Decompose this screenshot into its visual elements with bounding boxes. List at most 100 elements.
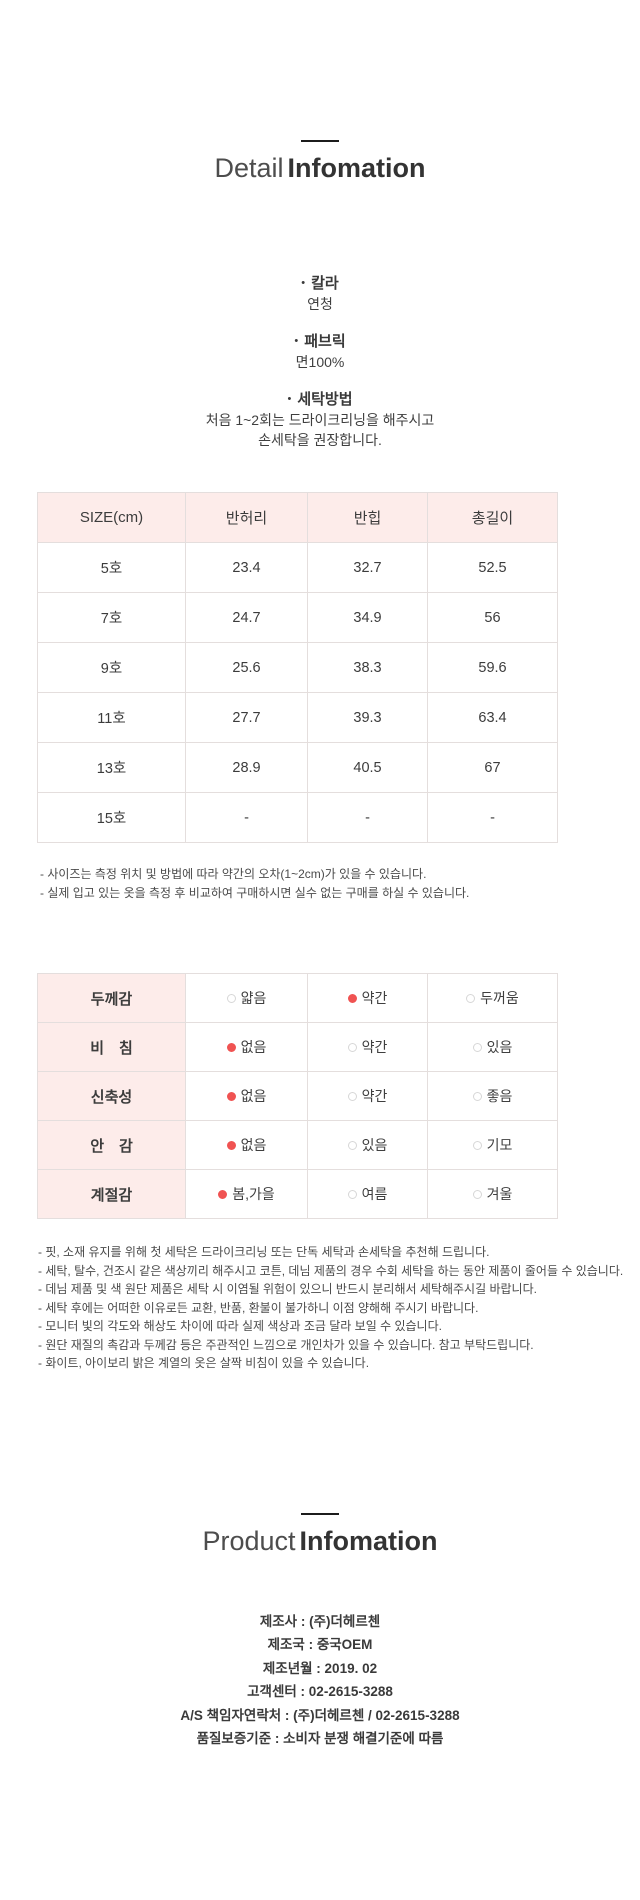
feature-option: 약간 bbox=[307, 1071, 428, 1121]
feature-option: 두꺼움 bbox=[427, 973, 558, 1023]
feature-row-thickness: 두께감 얇음 약간 두꺼움 bbox=[37, 973, 558, 1023]
size-table-header: 반허리 bbox=[185, 492, 308, 543]
feature-row-season: 계절감 봄,가을 여름 겨울 bbox=[37, 1169, 558, 1219]
size-cell: 67 bbox=[427, 742, 558, 793]
feature-option: 있음 bbox=[307, 1120, 428, 1170]
detail-section-title: Detail Infomation bbox=[0, 152, 640, 185]
radio-dot-icon bbox=[226, 994, 236, 1003]
feature-option: 여름 bbox=[307, 1169, 428, 1219]
radio-dot-icon bbox=[226, 1141, 236, 1150]
care-note-line: - 원단 재질의 촉감과 두께감 등은 주관적인 느낌으로 개인차가 있을 수 … bbox=[38, 1337, 534, 1352]
title-word-light: Product bbox=[202, 1525, 296, 1556]
size-note-line: - 실제 입고 있는 옷을 측정 후 비교하여 구매하시면 실수 없는 구매를 … bbox=[40, 886, 470, 900]
feature-option-label: 없음 bbox=[240, 1088, 267, 1104]
spec-value: 처음 1~2회는 드라이크리닝을 해주시고 bbox=[205, 412, 435, 428]
detail-section-divider bbox=[301, 140, 339, 142]
spec-label: • 칼라 bbox=[0, 273, 640, 294]
product-info-line-date: 제조년월 : 2019. 02 bbox=[262, 1660, 378, 1676]
title-word-bold: Infomation bbox=[299, 1525, 438, 1556]
size-cell: 63.4 bbox=[427, 692, 558, 743]
size-cell: 23.4 bbox=[185, 542, 308, 593]
spec-label-text: 세탁방법 bbox=[297, 391, 353, 408]
size-table-header: 반힙 bbox=[307, 492, 428, 543]
spec-label: • 세탁방법 bbox=[0, 389, 640, 410]
feature-option: 얇음 bbox=[185, 973, 308, 1023]
size-cell: 9호 bbox=[37, 642, 186, 693]
feature-option-label: 봄,가을 bbox=[232, 1186, 275, 1202]
spec-value: 손세탁을 권장합니다. bbox=[258, 432, 382, 448]
title-word-light: Detail bbox=[214, 153, 284, 183]
size-notes: - 사이즈는 측정 위치 및 방법에 따라 약간의 오차(1~2cm)가 있을 … bbox=[40, 865, 640, 903]
title-word-bold: Infomation bbox=[287, 153, 426, 183]
feature-option-label: 없음 bbox=[240, 1137, 267, 1153]
size-cell: 11호 bbox=[37, 692, 186, 743]
size-cell: - bbox=[427, 792, 558, 843]
care-notes: - 핏, 소재 유지를 위해 첫 세탁은 드라이크리닝 또는 단독 세탁과 손세… bbox=[38, 1243, 640, 1373]
radio-dot-icon bbox=[347, 1190, 357, 1199]
feature-option: 약간 bbox=[307, 973, 428, 1023]
product-info-line-manufacturer: 제조사 : (주)더헤르첸 bbox=[259, 1613, 381, 1629]
feature-label: 비 침 bbox=[37, 1022, 186, 1072]
feature-option: 약간 bbox=[307, 1022, 428, 1072]
product-info-line-warranty: 품질보증기준 : 소비자 분쟁 해결기준에 따름 bbox=[196, 1731, 444, 1746]
size-cell: 52.5 bbox=[427, 542, 558, 593]
feature-option-label: 좋음 bbox=[486, 1088, 513, 1104]
radio-dot-icon bbox=[347, 1092, 357, 1101]
feature-table: 두께감 얇음 약간 두꺼움 비 침 없음 약간 있음 신축성 없음 약간 좋음 … bbox=[37, 973, 558, 1219]
size-table-header: 총길이 bbox=[427, 492, 558, 543]
size-cell: - bbox=[307, 792, 428, 843]
feature-option: 없음 bbox=[185, 1120, 308, 1170]
feature-row-lining: 안 감 없음 있음 기모 bbox=[37, 1120, 558, 1170]
size-table: SIZE(cm) 반허리 반힙 총길이 5호 23.4 32.7 52.5 7호… bbox=[37, 492, 558, 843]
product-section-title: Product Infomation bbox=[0, 1525, 640, 1558]
spec-list: • 칼라 연청 • 패브릭 면100% • 세탁방법 처음 1~2회는 드라이크리닝을… bbox=[0, 273, 640, 450]
size-cell: 59.6 bbox=[427, 642, 558, 693]
product-info-line-as-contact: A/S 책임자연락처 : (주)더헤르첸 / 02-2615-3288 bbox=[180, 1707, 460, 1723]
size-cell: 7호 bbox=[37, 592, 186, 643]
size-cell: 5호 bbox=[37, 542, 186, 593]
feature-option-label: 약간 bbox=[361, 1039, 388, 1055]
feature-label: 계절감 bbox=[37, 1169, 186, 1219]
radio-dot-icon bbox=[466, 994, 476, 1003]
care-note-line: - 세탁 후에는 어떠한 이유로든 교환, 반품, 환불이 불가하니 이점 양해… bbox=[38, 1300, 479, 1315]
size-table-row: 9호 25.6 38.3 59.6 bbox=[37, 642, 558, 693]
size-cell: 27.7 bbox=[185, 692, 308, 743]
feature-option: 없음 bbox=[185, 1071, 308, 1121]
feature-option-label: 겨울 bbox=[486, 1186, 513, 1202]
feature-option-label: 약간 bbox=[361, 990, 388, 1006]
size-table-header: SIZE(cm) bbox=[37, 492, 186, 543]
radio-dot-icon bbox=[347, 1043, 357, 1052]
size-cell: - bbox=[185, 792, 308, 843]
radio-dot-icon bbox=[347, 1141, 357, 1150]
spec-color: • 칼라 연청 bbox=[0, 273, 640, 314]
radio-dot-icon bbox=[218, 1190, 228, 1199]
spec-value: 연청 bbox=[307, 296, 333, 312]
product-info-list: 제조사 : (주)더헤르첸 제조국 : 중국OEM 제조년월 : 2019. 0… bbox=[0, 1610, 640, 1751]
radio-dot-icon bbox=[472, 1190, 482, 1199]
radio-dot-icon bbox=[472, 1092, 482, 1101]
size-cell: 39.3 bbox=[307, 692, 428, 743]
size-cell: 34.9 bbox=[307, 592, 428, 643]
bullet-icon: • bbox=[301, 277, 306, 289]
feature-option: 없음 bbox=[185, 1022, 308, 1072]
spec-label-text: 패브릭 bbox=[304, 333, 346, 350]
care-note-line: - 데님 제품 및 색 원단 제품은 세탁 시 이염될 위험이 있으니 반드시 … bbox=[38, 1282, 537, 1296]
size-table-row: 13호 28.9 40.5 67 bbox=[37, 742, 558, 793]
feature-option-label: 기모 bbox=[486, 1137, 513, 1153]
care-note-line: - 세탁, 탈수, 건조시 같은 색상끼리 해주시고 코튼, 데님 제품의 경우… bbox=[38, 1263, 624, 1278]
feature-option-label: 두꺼움 bbox=[480, 990, 519, 1006]
size-table-row: 11호 27.7 39.3 63.4 bbox=[37, 692, 558, 743]
feature-option-label: 여름 bbox=[361, 1186, 388, 1202]
bullet-icon: • bbox=[287, 393, 292, 405]
size-cell: 32.7 bbox=[307, 542, 428, 593]
product-info-line-country: 제조국 : 중국OEM bbox=[267, 1637, 373, 1652]
spec-label-text: 칼라 bbox=[311, 275, 339, 292]
size-cell: 15호 bbox=[37, 792, 186, 843]
feature-row-elasticity: 신축성 없음 약간 좋음 bbox=[37, 1071, 558, 1121]
feature-option-label: 있음 bbox=[361, 1137, 388, 1153]
size-cell: 25.6 bbox=[185, 642, 308, 693]
care-note-line: - 화이트, 아이보리 밝은 계열의 옷은 살짝 비침이 있을 수 있습니다. bbox=[38, 1356, 370, 1370]
spec-washing: • 세탁방법 처음 1~2회는 드라이크리닝을 해주시고 손세탁을 권장합니다. bbox=[0, 389, 640, 450]
feature-option: 좋음 bbox=[427, 1071, 558, 1121]
